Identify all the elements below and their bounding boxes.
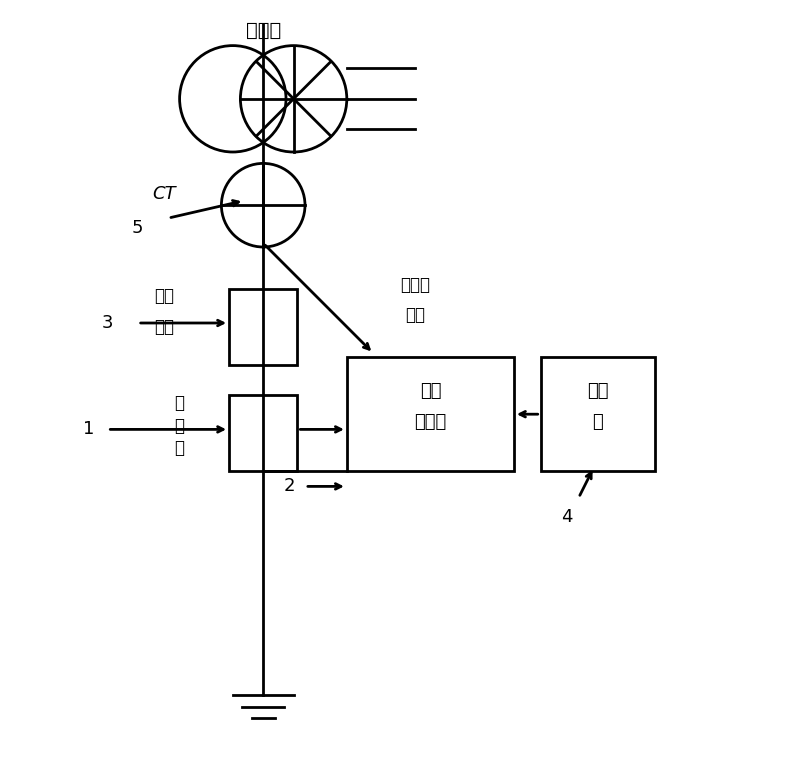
Text: 2: 2 (284, 477, 295, 496)
Bar (347, 357, 514, 471)
Text: 3: 3 (102, 314, 113, 332)
Bar (541, 357, 654, 471)
Text: 阻尼: 阻尼 (154, 287, 174, 306)
Text: 1: 1 (82, 420, 94, 439)
Text: 控: 控 (174, 416, 185, 435)
Bar (229, 289, 298, 365)
Text: CT: CT (153, 185, 176, 203)
Text: 中性点: 中性点 (400, 276, 430, 294)
Text: 变压器: 变压器 (246, 21, 281, 40)
Text: 采集: 采集 (587, 382, 608, 401)
Bar (229, 395, 298, 471)
Text: 4: 4 (562, 508, 573, 526)
Text: 电流: 电流 (405, 306, 426, 325)
Text: 器: 器 (592, 413, 603, 431)
Text: 探测器: 探测器 (414, 413, 446, 431)
Text: 谐振: 谐振 (420, 382, 441, 401)
Text: 电阵: 电阵 (154, 318, 174, 336)
Text: 硬: 硬 (174, 439, 185, 458)
Text: 可: 可 (174, 394, 185, 412)
Text: 5: 5 (132, 219, 143, 237)
